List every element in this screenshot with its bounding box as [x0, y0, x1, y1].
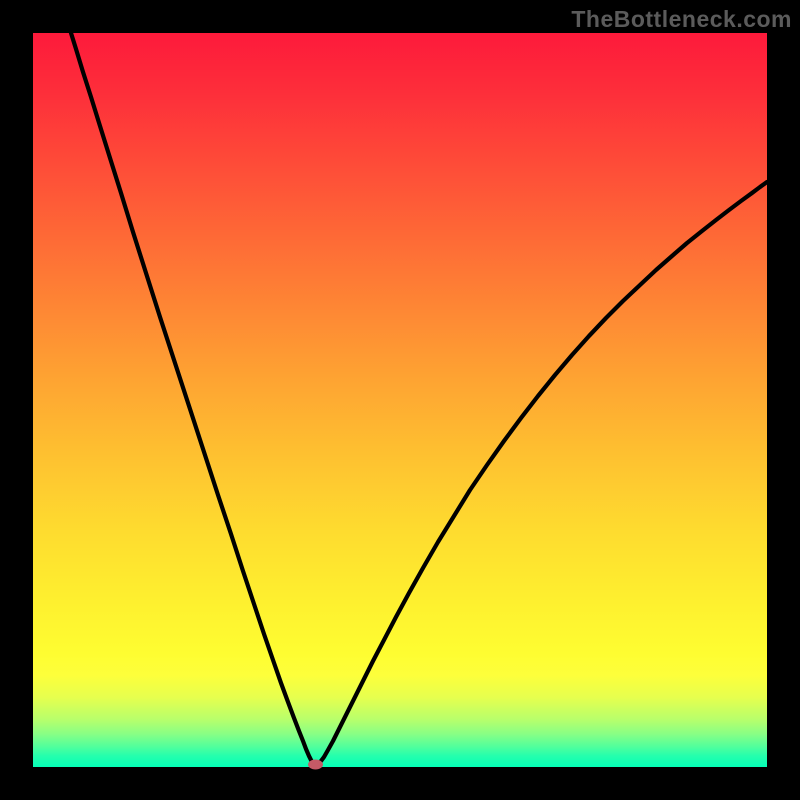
curve-layer	[0, 0, 800, 800]
chart-container: TheBottleneck.com	[0, 0, 800, 800]
watermark-text: TheBottleneck.com	[571, 6, 792, 33]
bottleneck-curve	[71, 33, 767, 765]
minimum-marker	[308, 760, 323, 770]
